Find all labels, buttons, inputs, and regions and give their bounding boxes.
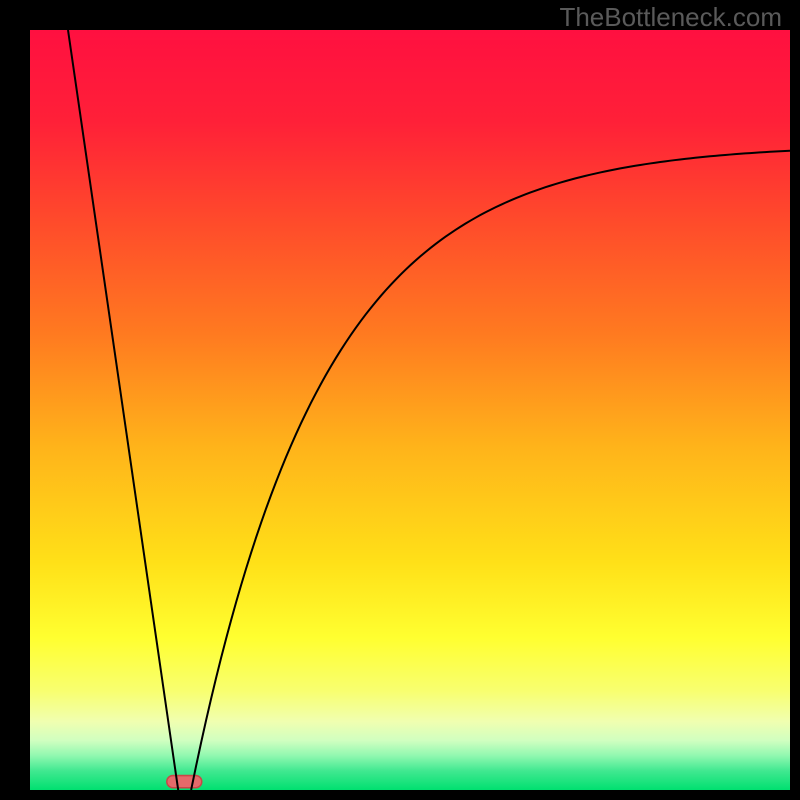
bottleneck-chart	[30, 30, 790, 790]
chart-frame: TheBottleneck.com	[0, 0, 800, 800]
dip-marker	[167, 776, 202, 788]
gradient-background	[30, 30, 790, 790]
watermark-text: TheBottleneck.com	[559, 2, 782, 33]
